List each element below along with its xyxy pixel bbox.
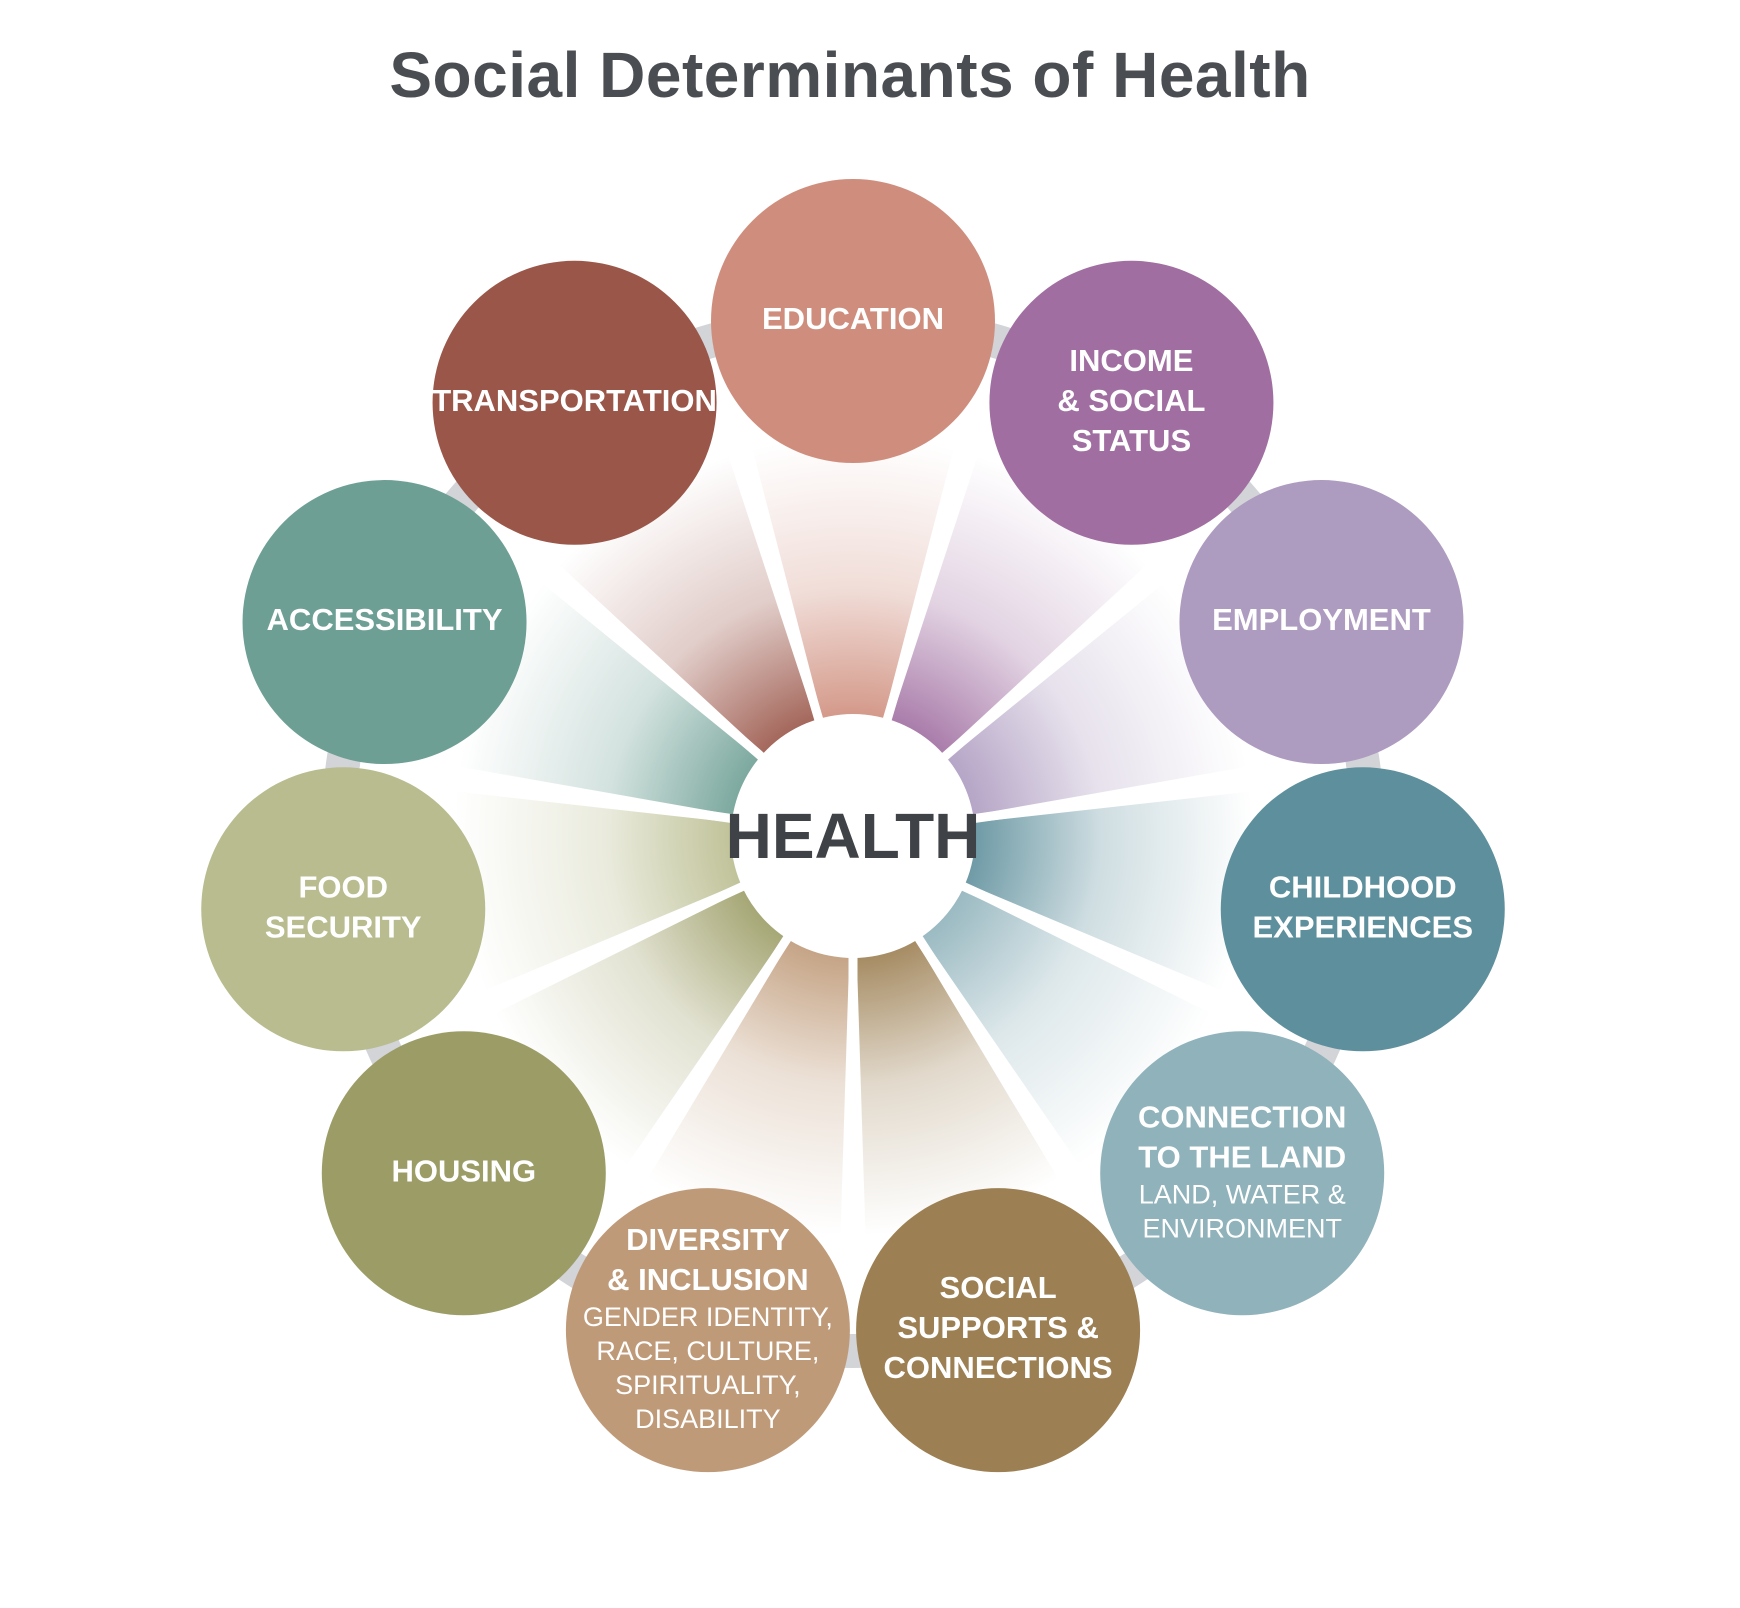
node-label: HOUSING — [391, 1153, 536, 1188]
node-transportation: TRANSPORTATION — [432, 260, 717, 545]
node-income: INCOME & SOCIAL STATUS — [989, 260, 1274, 545]
spoke-layer — [383, 380, 1323, 1311]
spoke — [383, 764, 749, 825]
node-label: CONNECTIONS — [884, 1350, 1113, 1385]
node-circle-employment — [1179, 480, 1464, 765]
node-label: & SOCIAL — [1057, 383, 1205, 418]
health-center-label: HEALTH — [726, 800, 981, 872]
node-layer: EDUCATION INCOME & SOCIAL STATUS EMPLOYMENT C… — [201, 179, 1505, 1473]
node-education: EDUCATION — [711, 179, 995, 463]
health-center: HEALTH — [726, 714, 981, 958]
wedge-employment — [938, 583, 1247, 817]
node-sublabel: GENDER IDENTITY, — [583, 1302, 833, 1332]
spoke — [879, 380, 990, 735]
wedge-layer — [452, 435, 1253, 1236]
wedge-education — [752, 435, 954, 730]
spoke — [420, 877, 758, 1036]
spoke — [907, 924, 1112, 1236]
node-social: SOCIAL SUPPORTS & CONNECTIONS — [856, 1188, 1141, 1473]
node-circle-social — [856, 1188, 1141, 1473]
node-land: CONNECTION TO THE LAND LAND, WATER & ENVIRO… — [1100, 1031, 1385, 1316]
health-center-circle — [731, 714, 975, 958]
node-sublabel: ENVIRONMENT — [1142, 1213, 1342, 1243]
node-circle-food — [201, 767, 486, 1052]
node-label: TRANSPORTATION — [432, 383, 717, 418]
node-label: SOCIAL — [940, 1270, 1057, 1305]
node-label: DIVERSITY — [626, 1222, 790, 1257]
node-diversity: DIVERSITY & INCLUSION GENDER IDENTITY, RACE… — [565, 1188, 850, 1473]
node-circle-transportation — [432, 260, 717, 545]
node-label: CONNECTION — [1138, 1099, 1346, 1134]
node-circle-diversity — [565, 1188, 850, 1473]
node-label: CHILDHOOD — [1269, 869, 1457, 904]
node-circle-education — [711, 179, 995, 463]
node-employment: EMPLOYMENT — [1179, 480, 1464, 765]
node-label: EMPLOYMENT — [1212, 602, 1431, 637]
node-sublabel: LAND, WATER & — [1139, 1179, 1346, 1209]
node-sublabel: RACE, CULTURE, — [596, 1336, 819, 1366]
node-label: SUPPORTS & — [897, 1310, 1099, 1345]
node-circle-accessibility — [242, 480, 527, 765]
node-circle-income — [989, 260, 1274, 545]
wedge-social — [856, 930, 1059, 1236]
node-label: EXPERIENCES — [1253, 909, 1474, 944]
node-label: TO THE LAND — [1138, 1139, 1346, 1174]
node-circle-childhood — [1220, 767, 1505, 1052]
spoke — [716, 380, 827, 735]
node-sublabel: DISABILITY — [635, 1404, 781, 1434]
node-label: FOOD — [298, 869, 388, 904]
wedge-accessibility — [459, 583, 768, 817]
node-label: ACCESSIBILITY — [267, 602, 503, 637]
spoke — [948, 877, 1286, 1036]
spoke — [594, 924, 799, 1236]
node-circle-housing — [321, 1031, 606, 1316]
wedge-childhood — [954, 791, 1253, 991]
spoke — [493, 523, 775, 769]
spoke — [931, 523, 1213, 769]
node-label: EDUCATION — [762, 301, 944, 336]
page-title: Social Determinants of Health — [389, 39, 1311, 111]
node-food: FOOD SECURITY — [201, 767, 486, 1052]
wedge-food — [452, 791, 752, 991]
node-accessibility: ACCESSIBILITY — [242, 480, 527, 765]
node-label: STATUS — [1072, 423, 1191, 458]
spoke — [957, 764, 1323, 825]
node-label: SECURITY — [265, 909, 422, 944]
node-sublabel: SPIRITUALITY, — [615, 1370, 801, 1400]
node-circle-land — [1100, 1031, 1385, 1316]
node-label: INCOME — [1069, 343, 1193, 378]
node-childhood: CHILDHOOD EXPERIENCES — [1220, 767, 1505, 1052]
wedge-diversity — [647, 930, 850, 1236]
node-label: & INCLUSION — [607, 1262, 809, 1297]
node-housing: HOUSING — [321, 1031, 606, 1316]
